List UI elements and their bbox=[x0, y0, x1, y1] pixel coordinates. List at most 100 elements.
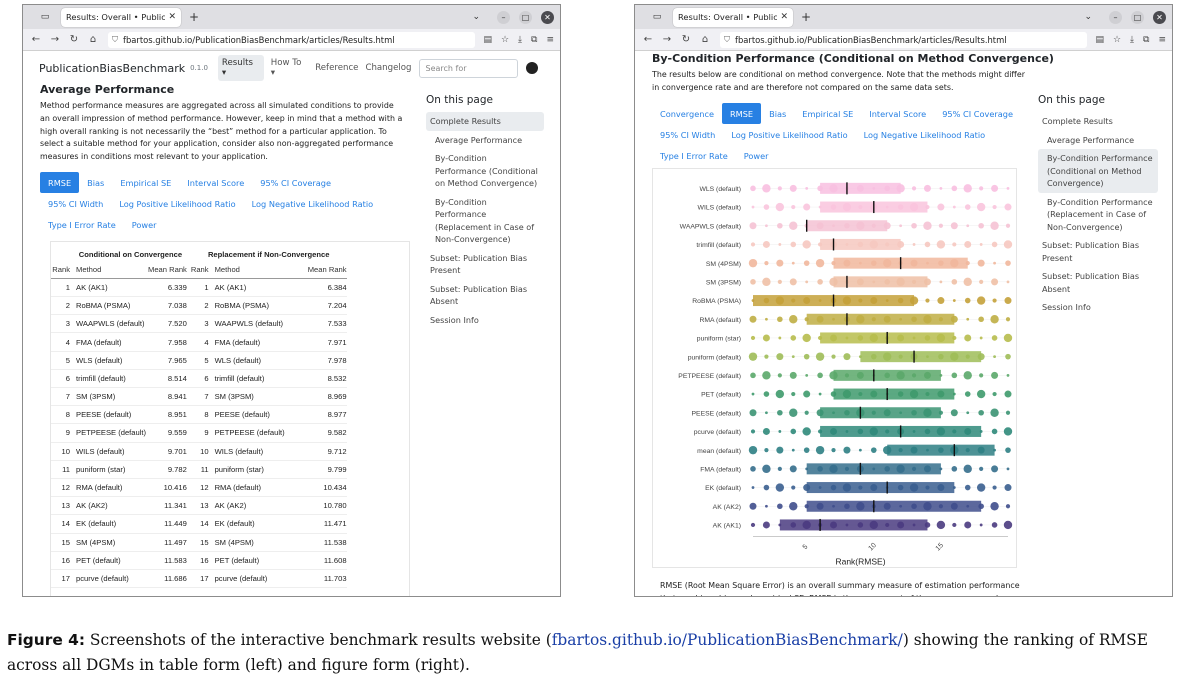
category-label: RMA (default) bbox=[699, 317, 741, 324]
close-tab-icon[interactable]: ✕ bbox=[780, 12, 788, 22]
toc-item[interactable]: Session Info bbox=[430, 314, 479, 325]
tab-bias[interactable]: Bias bbox=[87, 177, 105, 188]
browser-tab[interactable]: Results: Overall • Publication ✕ bbox=[61, 7, 181, 27]
rank-dot bbox=[925, 298, 930, 303]
tab-interval-score[interactable]: Interval Score bbox=[187, 177, 245, 188]
rank-dot bbox=[977, 259, 985, 267]
tab-empirical-se[interactable]: Empirical SE bbox=[120, 177, 172, 188]
nav-reference[interactable]: Reference bbox=[315, 63, 359, 73]
rank-dot bbox=[979, 336, 983, 340]
download-icon[interactable]: ⤓ bbox=[1130, 34, 1135, 45]
nav-how-to[interactable]: How To ▾ bbox=[270, 58, 302, 78]
chevron-down-icon[interactable]: ⌄ bbox=[472, 12, 480, 22]
home-icon[interactable]: ⌂ bbox=[701, 34, 709, 45]
tab-type-i-error-rate[interactable]: Type I Error Rate bbox=[48, 219, 116, 230]
forward-icon[interactable]: → bbox=[662, 34, 672, 45]
browser-tab[interactable]: Results: Overall • Publication ✕ bbox=[673, 7, 793, 27]
nav-changelog[interactable]: Changelog bbox=[365, 63, 412, 73]
tab-rmse[interactable]: RMSE bbox=[721, 103, 762, 124]
tab-type-i-error-rate[interactable]: Type I Error Rate bbox=[660, 150, 728, 161]
toc-item[interactable]: By-Condition Performance (Replacement in… bbox=[435, 196, 535, 245]
forward-icon[interactable]: → bbox=[50, 34, 60, 45]
tab-overview-icon[interactable]: ▭ bbox=[652, 12, 662, 22]
tab-power[interactable]: Power bbox=[743, 150, 769, 161]
chevron-down-icon[interactable]: ⌄ bbox=[1084, 12, 1092, 22]
github-icon[interactable] bbox=[526, 62, 538, 74]
bookmark-star-icon[interactable]: ☆ bbox=[1112, 34, 1122, 45]
tab-log-negative-likelihood-ratio[interactable]: Log Negative Likelihood Ratio bbox=[251, 198, 374, 209]
close-tab-icon[interactable]: ✕ bbox=[168, 12, 176, 22]
toc-item[interactable]: Subset: Publication Bias Present bbox=[430, 252, 528, 276]
back-icon[interactable]: ← bbox=[643, 34, 653, 45]
tab-empirical-se[interactable]: Empirical SE bbox=[802, 108, 854, 119]
reader-icon[interactable]: ▤ bbox=[483, 34, 492, 45]
tab-log-negative-likelihood-ratio[interactable]: Log Negative Likelihood Ratio bbox=[863, 129, 986, 140]
tab-95-ci-coverage[interactable]: 95% CI Coverage bbox=[942, 108, 1013, 119]
toc-item[interactable]: By-Condition Performance (Conditional on… bbox=[435, 153, 538, 188]
caption-link[interactable]: fbartos.github.io/PublicationBiasBenchma… bbox=[551, 631, 903, 649]
toc-item[interactable]: Subset: Publication Bias Absent bbox=[430, 283, 528, 307]
rank-dot bbox=[978, 222, 984, 229]
rank-dot bbox=[993, 261, 996, 265]
close-window-icon[interactable]: ✕ bbox=[1153, 10, 1166, 24]
rank-dot bbox=[764, 354, 769, 359]
tab-convergence[interactable]: Convergence bbox=[660, 108, 714, 119]
site-brand[interactable]: PublicationBiasBenchmark bbox=[39, 61, 186, 75]
rank-dot bbox=[762, 427, 770, 435]
rank-dot bbox=[762, 371, 771, 380]
toc-item[interactable]: Average Performance bbox=[435, 134, 523, 145]
maximize-icon[interactable]: □ bbox=[519, 10, 532, 24]
reader-icon[interactable]: ▤ bbox=[1095, 34, 1104, 45]
address-field[interactable]: ⛉ fbartos.github.io/PublicationBiasBench… bbox=[108, 31, 476, 48]
toc-item[interactable]: Subset: Publication Bias Absent bbox=[1042, 271, 1140, 294]
tab-power[interactable]: Power bbox=[131, 219, 157, 230]
address-field[interactable]: ⛉ fbartos.github.io/PublicationBiasBench… bbox=[720, 31, 1088, 48]
nav-results[interactable]: Results ▾ bbox=[217, 55, 264, 81]
toc-item[interactable]: Subset: Publication Bias Present bbox=[1042, 240, 1140, 263]
toc-item[interactable]: By-Condition Performance (Replacement in… bbox=[1047, 196, 1153, 232]
tab-interval-score[interactable]: Interval Score bbox=[869, 108, 927, 119]
rank-dot bbox=[777, 316, 783, 323]
toc-item[interactable]: By-Condition Performance (Conditional on… bbox=[1038, 149, 1158, 193]
reload-icon[interactable]: ↻ bbox=[69, 34, 79, 45]
menu-icon[interactable]: ≡ bbox=[1158, 34, 1166, 45]
rank-dot bbox=[963, 371, 972, 380]
toc-item[interactable]: Complete Results bbox=[1042, 116, 1113, 126]
search-input[interactable]: Search for bbox=[418, 58, 519, 78]
table-cell: 8 bbox=[190, 405, 213, 425]
table-cell: RoBMA (PSMA) bbox=[74, 296, 148, 316]
back-icon[interactable]: ← bbox=[31, 34, 41, 45]
tab-95-ci-width[interactable]: 95% CI Width bbox=[660, 129, 716, 140]
rank-dot bbox=[1003, 520, 1013, 530]
tab-log-positive-likelihood-ratio[interactable]: Log Positive Likelihood Ratio bbox=[731, 129, 848, 140]
rank-dot bbox=[870, 447, 877, 453]
extensions-icon[interactable]: ⧉ bbox=[1143, 34, 1150, 45]
tab-95-ci-coverage[interactable]: 95% CI Coverage bbox=[260, 177, 331, 188]
maximize-icon[interactable]: □ bbox=[1131, 10, 1144, 24]
close-window-icon[interactable]: ✕ bbox=[541, 10, 554, 24]
table-cell: 10 bbox=[51, 442, 74, 461]
toc-item[interactable]: Complete Results bbox=[426, 112, 544, 131]
minimize-icon[interactable]: – bbox=[1109, 10, 1122, 24]
tab-overview-icon[interactable]: ▭ bbox=[40, 12, 50, 22]
tab-95-ci-width[interactable]: 95% CI Width bbox=[48, 198, 104, 209]
minimize-icon[interactable]: – bbox=[497, 10, 510, 24]
tab-bias[interactable]: Bias bbox=[769, 108, 787, 119]
metric-tabs: RMSE Bias Empirical SE Interval Score 95% CI… bbox=[40, 172, 410, 235]
extensions-icon[interactable]: ⧉ bbox=[531, 34, 538, 45]
home-icon[interactable]: ⌂ bbox=[89, 34, 97, 45]
reload-icon[interactable]: ↻ bbox=[681, 34, 691, 45]
toc-item[interactable]: Session Info bbox=[1042, 302, 1091, 312]
tab-log-positive-likelihood-ratio[interactable]: Log Positive Likelihood Ratio bbox=[119, 198, 236, 209]
rank-dot bbox=[979, 279, 984, 284]
new-tab-icon[interactable]: + bbox=[189, 10, 200, 24]
category-label: RoBMA (PSMA) bbox=[692, 298, 741, 305]
bookmark-star-icon[interactable]: ☆ bbox=[500, 34, 510, 45]
menu-icon[interactable]: ≡ bbox=[546, 34, 554, 45]
toc-item[interactable]: Average Performance bbox=[1047, 134, 1135, 145]
tab-rmse[interactable]: RMSE bbox=[40, 172, 80, 193]
download-icon[interactable]: ⤓ bbox=[518, 34, 523, 45]
shield-icon[interactable]: ⛉ bbox=[724, 34, 730, 44]
new-tab-icon[interactable]: + bbox=[801, 10, 812, 24]
shield-icon[interactable]: ⛉ bbox=[112, 34, 118, 44]
